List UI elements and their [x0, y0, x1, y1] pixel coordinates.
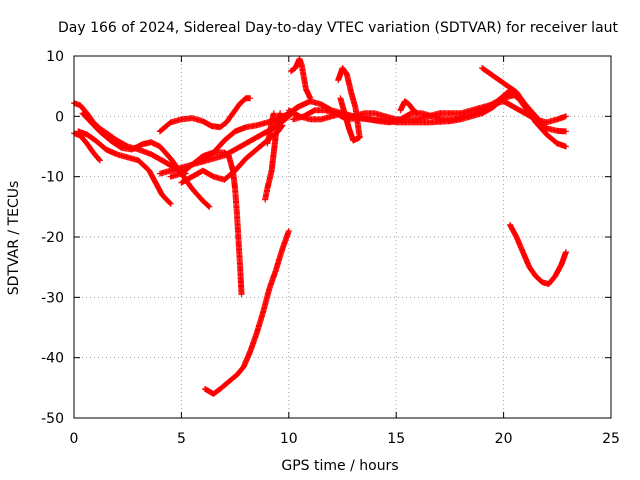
chart-title: Day 166 of 2024, Sidereal Day-to-day VTE…: [58, 20, 619, 36]
y-tick-label: 0: [55, 109, 64, 125]
x-tick-label: 0: [70, 431, 79, 447]
y-tick-label: -40: [41, 351, 64, 367]
y-tick-label: 10: [46, 49, 64, 65]
x-tick-label: 10: [280, 431, 298, 447]
series-arc11: [262, 110, 284, 203]
y-tick-label: -20: [41, 230, 64, 246]
series-marks: [507, 221, 569, 288]
x-tick-label: 20: [495, 431, 513, 447]
y-tick-label: -50: [41, 411, 64, 427]
y-axis-label: SDTVAR / TECUs: [6, 181, 22, 296]
series-arc16: [479, 65, 544, 126]
y-tick-label: -30: [41, 290, 64, 306]
series-arc18: [287, 56, 314, 102]
series-marks: [264, 110, 277, 147]
series-arc3: [75, 128, 174, 207]
series-marks: [479, 65, 544, 126]
plot-frame: [73, 55, 612, 419]
y-tick-label: -10: [41, 170, 64, 186]
series-marks: [262, 110, 284, 203]
series-arc17: [397, 98, 421, 117]
series-arc10: [202, 228, 292, 397]
series-marks: [397, 98, 421, 117]
x-tick-label: 25: [602, 431, 620, 447]
x-axis-label: GPS time / hours: [281, 458, 398, 474]
series-marks: [335, 65, 363, 144]
series-arc6: [156, 95, 254, 135]
series-marks: [287, 56, 314, 102]
series-marks: [202, 228, 292, 397]
series-marks: [156, 95, 254, 135]
series-arc20: [507, 221, 569, 288]
series-arc12: [264, 110, 277, 147]
x-tick-label: 5: [177, 431, 186, 447]
axis-ticks: 0 5 10 15 20 25 -50 -40 -30 -20 -10 0 10: [41, 49, 620, 447]
series-marks: [75, 128, 174, 207]
x-tick-label: 15: [387, 431, 405, 447]
data-marks: [71, 56, 569, 397]
series-arc19: [335, 65, 363, 144]
